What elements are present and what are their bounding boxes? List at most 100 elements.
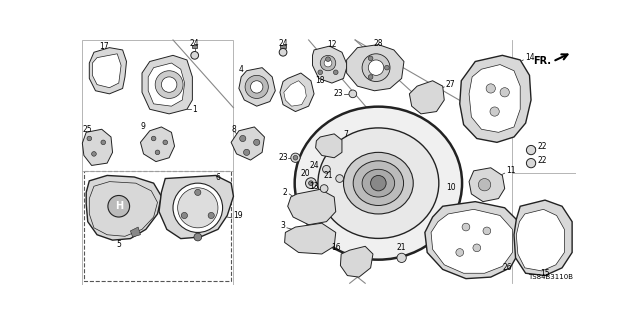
Text: 22: 22 [537,142,547,151]
Circle shape [368,60,384,75]
Text: 14: 14 [525,53,535,62]
Circle shape [336,175,344,182]
Text: 4: 4 [239,65,244,74]
Text: 28: 28 [374,38,383,47]
Text: 27: 27 [446,80,456,89]
Text: 24: 24 [309,161,319,170]
Polygon shape [410,81,444,114]
Polygon shape [83,129,113,165]
Circle shape [308,181,313,186]
Circle shape [483,227,491,235]
Text: 6: 6 [216,172,221,181]
Circle shape [244,149,250,156]
Circle shape [279,48,287,56]
Text: H: H [115,201,123,211]
Polygon shape [312,46,348,83]
Text: 21: 21 [323,171,333,180]
Circle shape [305,178,316,188]
Text: 19: 19 [234,211,243,220]
Text: 12: 12 [327,40,337,49]
Circle shape [87,136,92,141]
Polygon shape [285,223,336,254]
Circle shape [326,57,330,61]
Circle shape [368,56,373,60]
Circle shape [324,59,332,67]
Polygon shape [347,44,404,91]
Text: 23: 23 [334,89,344,98]
Text: 20: 20 [301,169,310,178]
Polygon shape [148,63,184,106]
Ellipse shape [318,128,439,238]
Text: FR.: FR. [533,57,551,67]
Ellipse shape [362,169,395,197]
Text: 21: 21 [397,243,406,252]
Circle shape [151,136,156,141]
Circle shape [368,75,373,79]
Text: 24: 24 [190,39,200,48]
Circle shape [245,75,268,99]
Ellipse shape [344,152,413,214]
Circle shape [462,223,470,231]
Bar [84,171,231,281]
Text: TS84B3110B: TS84B3110B [528,274,573,280]
Ellipse shape [353,161,404,205]
Circle shape [385,65,389,70]
Ellipse shape [294,107,462,260]
Polygon shape [460,55,531,142]
Text: 9: 9 [140,123,145,132]
Circle shape [173,183,223,232]
Polygon shape [425,202,520,279]
Circle shape [478,179,491,191]
Circle shape [195,189,201,196]
Polygon shape [469,168,505,202]
Polygon shape [431,209,513,273]
Bar [81,40,234,285]
Polygon shape [288,189,336,225]
Text: 15: 15 [540,269,550,278]
Polygon shape [514,200,572,276]
Polygon shape [284,81,307,106]
Circle shape [108,196,130,217]
Text: 10: 10 [447,182,456,191]
Text: 3: 3 [280,221,285,230]
Text: 24: 24 [278,38,288,47]
Circle shape [101,140,106,145]
Circle shape [291,153,300,162]
Text: 18: 18 [315,76,324,85]
Polygon shape [131,227,140,237]
Polygon shape [280,73,314,112]
Text: 2: 2 [283,188,288,197]
Circle shape [320,185,328,192]
Circle shape [191,52,198,59]
Polygon shape [280,44,286,48]
Polygon shape [92,54,121,88]
Circle shape [490,107,499,116]
Circle shape [92,152,96,156]
Polygon shape [340,246,373,277]
Circle shape [371,175,386,191]
Circle shape [194,233,202,241]
Circle shape [333,70,338,75]
Polygon shape [90,48,127,94]
Text: 13: 13 [309,182,319,191]
Circle shape [239,135,246,141]
Text: 7: 7 [344,130,348,139]
Circle shape [323,165,330,173]
Circle shape [397,253,406,262]
Text: 8: 8 [231,125,236,134]
Circle shape [526,145,536,155]
Circle shape [500,88,509,97]
Text: 5: 5 [116,240,121,249]
Polygon shape [231,127,264,160]
Polygon shape [193,44,197,48]
Circle shape [178,188,218,228]
Text: 16: 16 [331,243,340,252]
Text: 11: 11 [506,166,516,175]
Text: 26: 26 [502,263,512,272]
Circle shape [486,84,495,93]
Polygon shape [239,68,275,106]
Text: 25: 25 [83,125,92,134]
Polygon shape [140,127,175,162]
Text: 22: 22 [537,156,547,164]
Circle shape [293,156,298,160]
